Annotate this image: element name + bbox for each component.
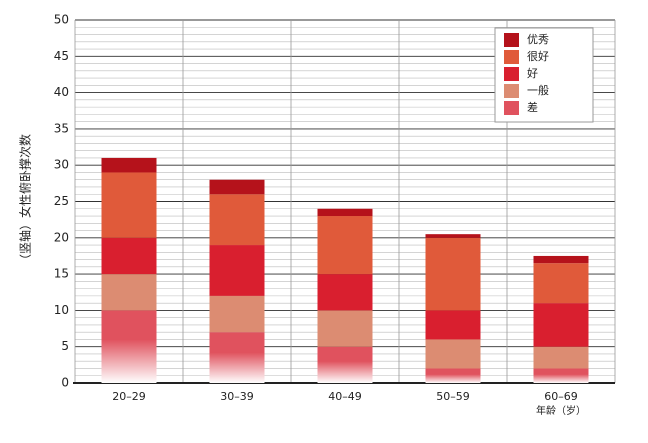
bar-segment bbox=[425, 237, 481, 311]
y-tick-label: 30 bbox=[54, 158, 69, 172]
bar-segment bbox=[425, 234, 481, 238]
legend-swatch bbox=[504, 67, 519, 81]
bar-segment bbox=[317, 310, 373, 347]
bar-segment bbox=[425, 310, 481, 340]
bar-segment bbox=[209, 295, 265, 333]
bar-segment bbox=[209, 245, 265, 296]
legend-label: 很好 bbox=[527, 49, 549, 63]
y-tick-label: 45 bbox=[54, 49, 69, 63]
legend-swatch bbox=[504, 50, 519, 64]
y-tick-label: 5 bbox=[61, 339, 69, 353]
x-tick-label: 20–29 bbox=[112, 390, 146, 403]
y-tick-label: 15 bbox=[54, 267, 69, 281]
x-axis-label: 年龄（岁） bbox=[536, 404, 586, 417]
bar-fade bbox=[317, 346, 373, 383]
bar-segment bbox=[533, 346, 589, 369]
bar-segment bbox=[209, 194, 265, 246]
x-tick-label: 40–49 bbox=[328, 390, 362, 403]
bar-segment bbox=[317, 208, 373, 217]
y-tick-label: 50 bbox=[54, 13, 69, 27]
legend-label: 差 bbox=[527, 100, 538, 114]
bar-segment bbox=[101, 274, 157, 311]
x-tick-label: 60–69 bbox=[544, 390, 578, 403]
bar-fade bbox=[533, 368, 589, 383]
legend-label: 一般 bbox=[527, 84, 549, 97]
legend-swatch bbox=[504, 101, 519, 115]
bar-fade bbox=[209, 332, 265, 383]
y-tick-label: 10 bbox=[54, 303, 69, 317]
legend-label: 优秀 bbox=[527, 33, 549, 46]
bar-segment bbox=[533, 263, 589, 304]
y-tick-label: 35 bbox=[54, 121, 69, 135]
y-tick-label: 40 bbox=[54, 85, 69, 99]
bar-segment bbox=[101, 172, 157, 238]
y-tick-label: 0 bbox=[61, 376, 69, 390]
bar-segment bbox=[425, 339, 481, 369]
bar-segment bbox=[317, 274, 373, 311]
legend-swatch bbox=[504, 33, 519, 47]
bar-segment bbox=[317, 216, 373, 275]
bar-segment bbox=[533, 255, 589, 264]
x-tick-label: 50–59 bbox=[436, 390, 470, 403]
legend-swatch bbox=[504, 84, 519, 98]
y-tick-label: 20 bbox=[54, 230, 69, 244]
bar-fade bbox=[101, 310, 157, 383]
x-tick-label: 30–39 bbox=[220, 390, 254, 403]
y-tick-label: 25 bbox=[54, 194, 69, 208]
bar-segment bbox=[533, 303, 589, 347]
y-axis-label: （竖轴）女性俯卧撑次数 bbox=[18, 134, 33, 266]
bar-segment bbox=[209, 179, 265, 195]
bar-segment bbox=[101, 237, 157, 275]
bar-segment bbox=[101, 157, 157, 173]
bar-fade bbox=[425, 368, 481, 383]
legend-label: 好 bbox=[527, 66, 538, 80]
